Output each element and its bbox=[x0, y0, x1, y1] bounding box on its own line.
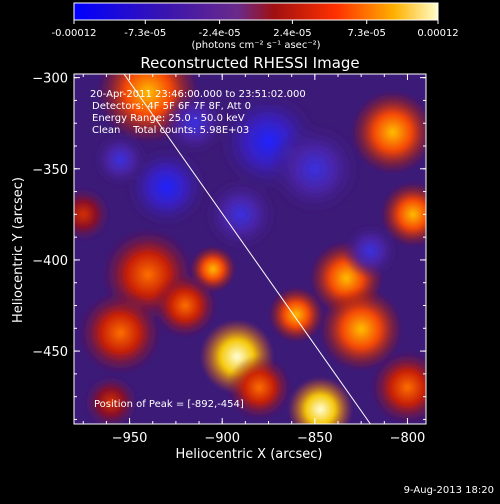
emission-source bbox=[268, 286, 325, 343]
colorbar-gradient bbox=[73, 2, 439, 21]
colorbar-tick-label: 7.3e-05 bbox=[348, 28, 386, 39]
footer-date: 9-Aug-2013 18:20 bbox=[404, 485, 494, 496]
colorbar: -0.00012 -7.3e-05 -2.4e-05 2.4e-05 7.3e-05 0.… bbox=[52, 2, 459, 51]
y-axis: −300 −350 −400 −450 bbox=[32, 72, 426, 420]
y-tick-label: −350 bbox=[32, 163, 68, 178]
y-tick-label: −300 bbox=[32, 72, 68, 87]
image-plot-area bbox=[74, 74, 426, 424]
solar-limb-line bbox=[123, 74, 371, 424]
colorbar-tick-label: -2.4e-05 bbox=[199, 28, 241, 39]
emission-source bbox=[226, 355, 292, 420]
emission-source bbox=[83, 374, 139, 424]
energy-range-label: Energy Range: 25.0 - 50.0 keV bbox=[92, 113, 245, 124]
x-tick-label: −800 bbox=[390, 431, 426, 446]
colorbar-tick-label: -0.00012 bbox=[52, 28, 97, 39]
negative-residual bbox=[162, 90, 227, 156]
x-axis: −950 −900 −850 −800 bbox=[82, 74, 426, 446]
negative-residual bbox=[342, 223, 399, 279]
time-range-label: 20-Apr-2011 23:46:00.000 to 23:51:02.000 bbox=[90, 89, 306, 100]
emission-source bbox=[152, 273, 218, 338]
emission-source bbox=[78, 291, 162, 375]
emission-source bbox=[370, 350, 426, 424]
emission-source bbox=[319, 287, 403, 371]
y-tick-label: −400 bbox=[32, 254, 68, 269]
x-tick-label: −950 bbox=[112, 431, 148, 446]
y-tick-label: −450 bbox=[32, 345, 68, 360]
colorbar-tick-label: 2.4e-05 bbox=[273, 28, 311, 39]
x-tick-label: −850 bbox=[297, 431, 333, 446]
x-axis-label: Heliocentric X (arcsec) bbox=[176, 447, 323, 462]
negative-residual bbox=[92, 131, 149, 188]
colorbar-tick-label: 0.00012 bbox=[417, 28, 458, 39]
negative-residual bbox=[203, 177, 278, 252]
emission-source bbox=[74, 186, 112, 243]
detectors-label: Detectors: 4F 5F 6F 7F 8F, Att 0 bbox=[92, 101, 251, 112]
plot-frame bbox=[73, 73, 427, 425]
peak-position-label: Position of Peak = [-892,-454] bbox=[94, 399, 244, 410]
x-tick-label: −900 bbox=[204, 431, 240, 446]
chart-title: Reconstructed RHESSI Image bbox=[140, 54, 359, 72]
emission-source bbox=[380, 181, 426, 247]
colorbar-tick-label: -7.3e-05 bbox=[124, 28, 166, 39]
y-axis-label: Heliocentric Y (arcsec) bbox=[11, 177, 26, 323]
colorbar-units-label: (photons cm⁻² s⁻¹ asec⁻²) bbox=[191, 40, 320, 51]
colorbar-ticks: -0.00012 -7.3e-05 -2.4e-05 2.4e-05 7.3e-05 0.… bbox=[52, 20, 459, 39]
image-annotations: 20-Apr-2011 23:46:00.000 to 23:51:02.000… bbox=[90, 89, 306, 410]
emission-source bbox=[287, 377, 353, 424]
emission-source bbox=[350, 90, 426, 175]
method-counts-label: Clean Total counts: 5.98E+03 bbox=[92, 125, 249, 136]
negative-residual bbox=[268, 122, 362, 216]
